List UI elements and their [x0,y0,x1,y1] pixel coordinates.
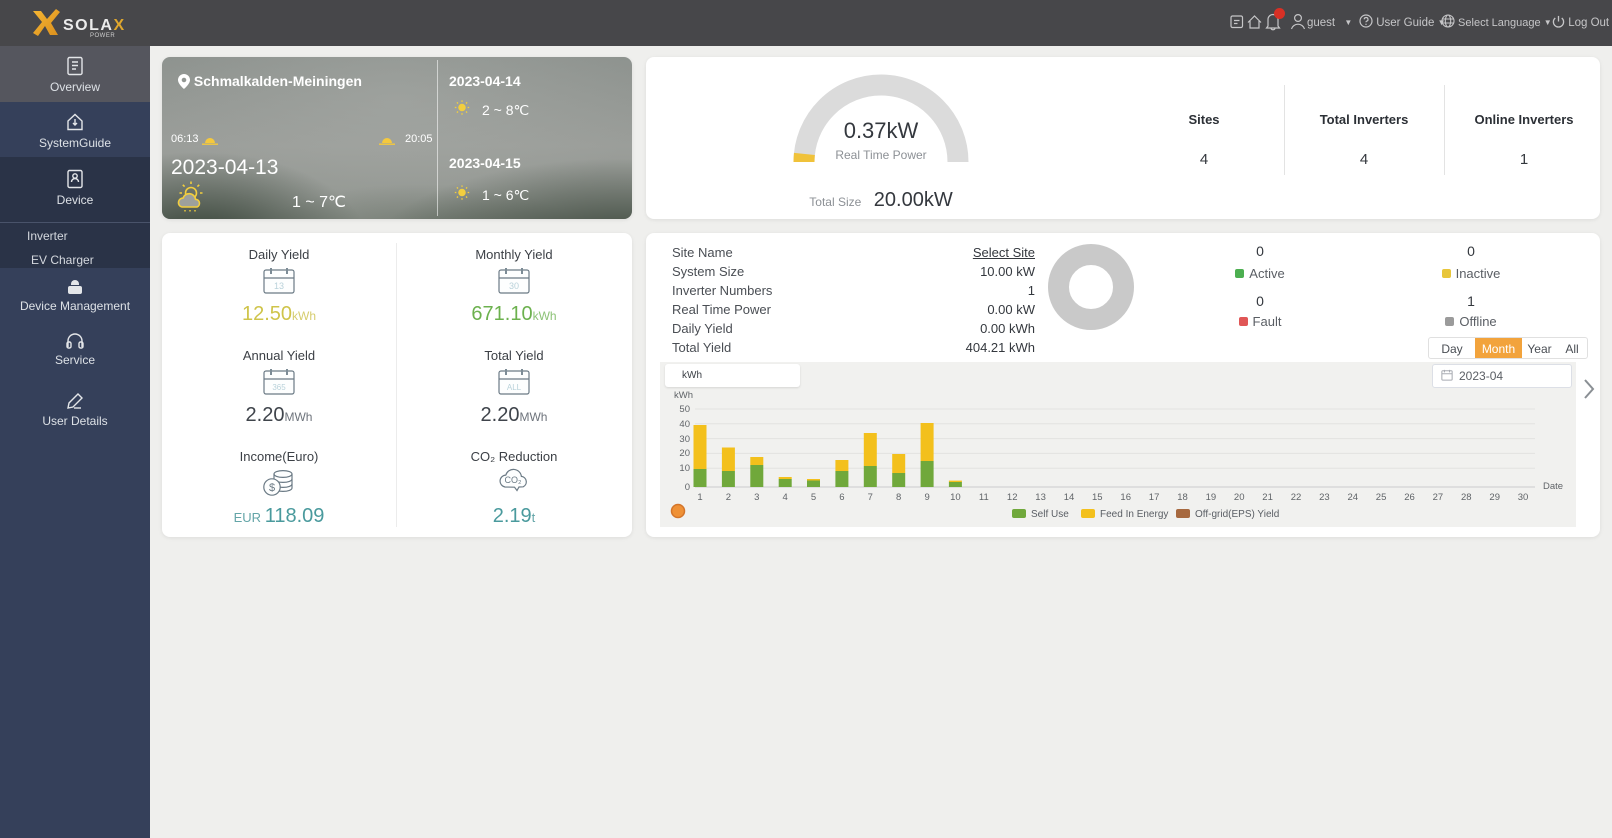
svg-text:Off-grid(EPS) Yield: Off-grid(EPS) Yield [1195,509,1279,520]
svg-text:1: 1 [697,492,702,503]
svg-text:15: 15 [1092,492,1103,503]
svg-text:28: 28 [1461,492,1472,503]
svg-text:Date: Date [1543,481,1563,492]
svg-text:50: 50 [679,404,690,415]
svg-text:20: 20 [679,448,690,459]
svg-text:Self Use: Self Use [1031,509,1069,520]
svg-text:25: 25 [1376,492,1387,503]
svg-text:27: 27 [1433,492,1444,503]
svg-text:29: 29 [1489,492,1500,503]
svg-text:19: 19 [1206,492,1217,503]
svg-text:17: 17 [1149,492,1160,503]
svg-text:13: 13 [274,281,284,291]
svg-text:$: $ [269,482,275,494]
svg-text:18: 18 [1177,492,1188,503]
svg-text:24: 24 [1348,492,1359,503]
svg-text:4: 4 [783,492,788,503]
svg-text:2: 2 [726,492,731,503]
svg-text:10: 10 [950,492,961,503]
svg-text:20: 20 [1234,492,1245,503]
svg-text:365: 365 [272,383,286,392]
svg-text:30: 30 [509,281,519,291]
svg-text:POWER: POWER [90,33,115,39]
svg-text:SOLAX: SOLAX [63,17,126,34]
svg-text:30: 30 [679,434,690,445]
svg-text:30: 30 [1518,492,1529,503]
svg-text:9: 9 [924,492,929,503]
svg-text:6: 6 [839,492,844,503]
svg-text:16: 16 [1120,492,1131,503]
svg-text:CO₂: CO₂ [505,475,523,485]
svg-text:22: 22 [1291,492,1302,503]
svg-text:13: 13 [1035,492,1046,503]
svg-text:14: 14 [1064,492,1075,503]
svg-text:0: 0 [685,482,690,493]
svg-text:3: 3 [754,492,759,503]
svg-text:23: 23 [1319,492,1330,503]
svg-text:11: 11 [979,492,989,503]
svg-text:21: 21 [1262,492,1273,503]
svg-text:12: 12 [1007,492,1018,503]
svg-text:10: 10 [679,463,690,474]
svg-text:ALL: ALL [507,383,522,392]
svg-text:26: 26 [1404,492,1415,503]
svg-text:5: 5 [811,492,816,503]
svg-text:40: 40 [679,419,690,430]
svg-text:kWh: kWh [674,390,693,401]
svg-text:Feed In Energy: Feed In Energy [1100,509,1168,520]
svg-text:7: 7 [868,492,873,503]
svg-text:8: 8 [896,492,901,503]
